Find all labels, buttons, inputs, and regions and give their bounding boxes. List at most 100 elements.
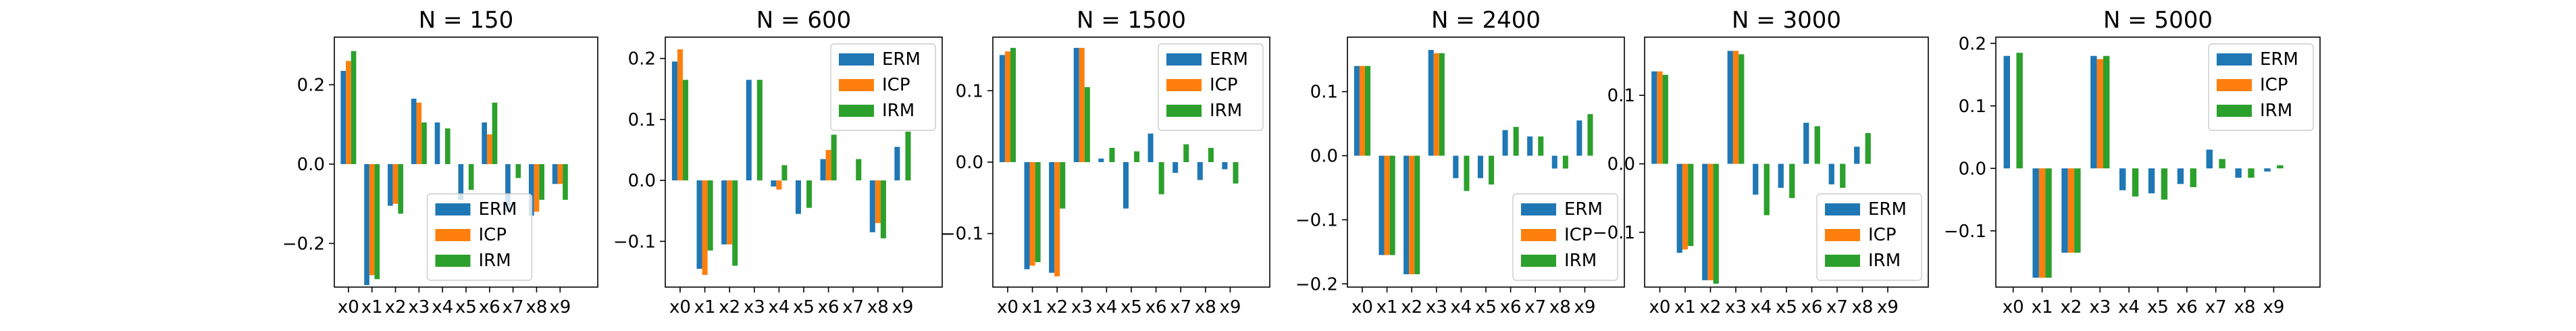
subplot-5: −0.1 0.0 0.1 x0 x1 x2 x3 x4 x5 x6 x7 x8 x9 N = 3000 ER… [1593, 7, 1929, 317]
bar-irm-x6 [492, 102, 498, 164]
bar-erm-x4 [1453, 155, 1459, 178]
bar-irm-x3 [1738, 54, 1745, 164]
x-tick-label: x5 [793, 297, 815, 317]
x-tick-label: x3 [1725, 297, 1747, 317]
x-tick-label: x6 [1145, 297, 1167, 317]
x-tick-label: x9 [1219, 297, 1241, 317]
x-tick-label: x2 [1700, 297, 1722, 317]
bar-erm-x8 [2235, 168, 2242, 178]
x-tick-label: x1 [1674, 297, 1696, 317]
legend-swatch-erm [2217, 53, 2252, 66]
legend-label-icp: ICP [882, 75, 910, 95]
x-tick-label: x8 [2234, 297, 2256, 317]
x-tick-label: x3 [1426, 297, 1447, 317]
bar-irm-x8 [2248, 168, 2255, 178]
bar-irm-x1 [2045, 168, 2052, 278]
bar-irm-x5 [2161, 168, 2168, 200]
x-tick-label: x2 [1401, 297, 1422, 317]
bar-icp-x0 [1657, 71, 1663, 164]
bar-erm-x3 [2090, 55, 2097, 169]
bar-icp-x0 [1004, 51, 1010, 162]
bar-irm-x2 [2074, 168, 2081, 253]
bar-erm-x4 [1753, 163, 1759, 195]
legend-swatch-icp [1166, 79, 1202, 91]
bar-erm-x7 [1828, 163, 1834, 184]
bar-irm-x2 [1060, 162, 1066, 209]
x-tick-label: x7 [842, 297, 864, 317]
bar-irm-x2 [732, 180, 738, 266]
x-tick-label: x8 [867, 297, 889, 317]
y-tick-label: 0.0 [628, 171, 656, 191]
bar-irm-x0 [682, 80, 689, 181]
legend-label-erm: ERM [1868, 199, 1907, 220]
bar-erm-x1 [1379, 155, 1385, 255]
x-tick-label: x9 [549, 297, 571, 317]
legend-label-icp: ICP [1210, 75, 1238, 95]
bar-irm-x5 [1789, 163, 1795, 199]
bar-erm-x2 [1403, 155, 1410, 275]
x-tick-label: x2 [2060, 297, 2082, 317]
y-tick-label: 0.1 [1959, 97, 1986, 117]
bar-irm-x7 [1183, 144, 1189, 162]
x-tick-label: x4 [768, 297, 790, 317]
bar-erm-x2 [388, 163, 393, 206]
bar-irm-x5 [1489, 155, 1495, 185]
x-tick-label: x2 [719, 297, 740, 317]
bar-irm-x7 [2219, 159, 2225, 169]
bar-erm-x8 [1854, 147, 1860, 164]
bar-erm-x5 [2148, 168, 2155, 194]
bar-erm-x0 [2003, 55, 2010, 169]
x-tick-label: x8 [525, 297, 547, 317]
bar-irm-x1 [374, 163, 380, 280]
bar-erm-x3 [746, 80, 752, 181]
x-tick-label: x5 [2147, 297, 2169, 317]
bar-irm-x0 [2016, 53, 2023, 169]
legend-label-irm: IRM [882, 101, 915, 121]
bar-erm-x3 [1428, 49, 1434, 156]
bar-icp-x8 [534, 163, 540, 212]
bar-icp-x1 [1384, 155, 1390, 255]
legend-swatch-icp [435, 229, 471, 241]
legend-label-irm: IRM [2260, 101, 2292, 121]
bar-irm-x3 [421, 122, 427, 164]
subplot-title: N = 5000 [2103, 7, 2213, 34]
bar-icp-x3 [1732, 51, 1739, 164]
bar-irm-x1 [1688, 163, 1694, 247]
legend: ERM ICP IRM [2208, 43, 2314, 131]
y-tick-label: −0.1 [941, 224, 983, 245]
bar-icp-x6 [825, 149, 831, 181]
bar-icp-x1 [2038, 168, 2046, 278]
legend: ERM ICP IRM [1158, 43, 1264, 131]
y-tick-label: 0.0 [1310, 147, 1338, 167]
bar-irm-x2 [1713, 163, 1719, 284]
bar-erm-x4 [434, 122, 440, 164]
bar-irm-x6 [831, 134, 837, 181]
legend-swatch-irm [435, 255, 471, 267]
bar-erm-x3 [1073, 47, 1079, 162]
bar-erm-x5 [1123, 162, 1129, 209]
bar-erm-x9 [1576, 120, 1582, 156]
y-tick-label: 0.1 [628, 110, 656, 130]
x-tick-label: x1 [1022, 297, 1044, 317]
bar-icp-x2 [1409, 155, 1415, 275]
bar-erm-x5 [458, 163, 464, 200]
y-tick-label: 0.0 [1959, 159, 1986, 179]
x-tick-label: x4 [1096, 297, 1117, 317]
y-tick-label: 0.0 [956, 153, 983, 173]
bar-irm-x3 [2103, 55, 2110, 169]
bar-erm-x7 [1527, 136, 1533, 156]
bar-irm-x4 [781, 165, 788, 181]
x-tick-label: x8 [1549, 297, 1571, 317]
x-tick-label: x3 [2089, 297, 2111, 317]
bar-icp-x1 [702, 180, 708, 275]
bar-icp-x1 [369, 163, 375, 276]
subplot-title: N = 3000 [1732, 7, 1841, 34]
bar-icp-x3 [416, 102, 422, 164]
bar-erm-x1 [696, 180, 702, 269]
bar-erm-x1 [2032, 168, 2039, 278]
bar-erm-x0 [671, 61, 677, 181]
y-tick-label: 0.1 [956, 81, 983, 101]
x-tick-label: x2 [1046, 297, 1068, 317]
legend: ERM ICP IRM [830, 43, 936, 131]
